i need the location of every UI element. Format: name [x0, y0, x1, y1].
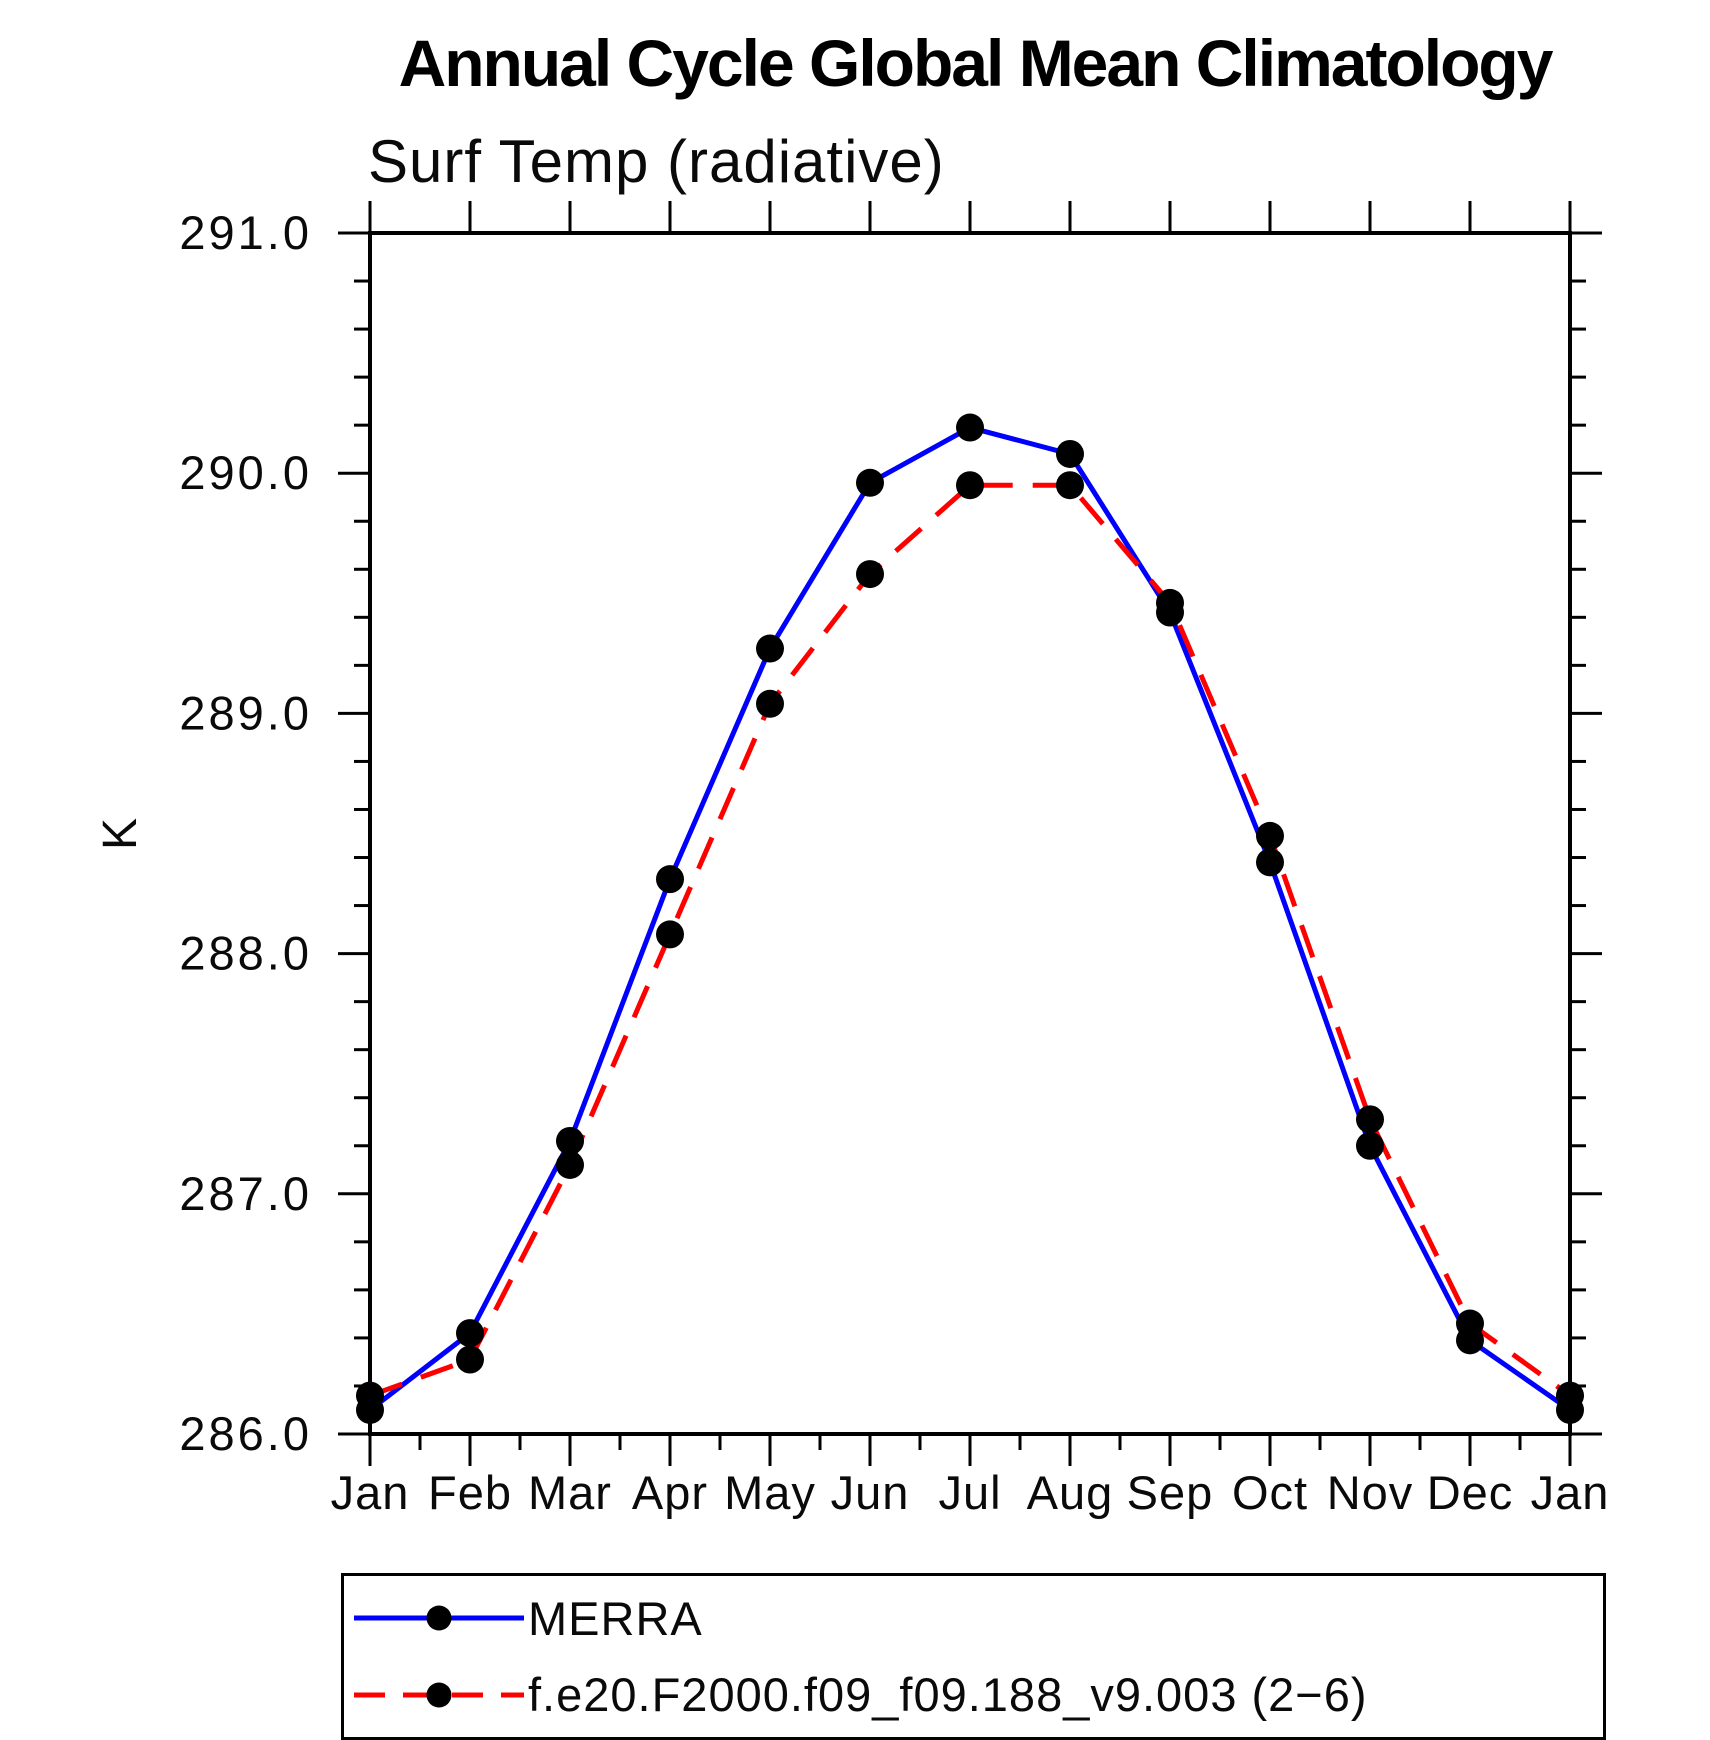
- data-point: [556, 1150, 584, 1179]
- data-point: [1356, 1131, 1384, 1160]
- y-tick-label: 290.0: [179, 446, 312, 499]
- series-line-model: [369, 482, 1572, 1398]
- y-tick-label: 288.0: [179, 927, 312, 980]
- x-tick-label: Mar: [528, 1466, 612, 1519]
- legend-sample-marker: [426, 1605, 452, 1631]
- x-tick-label: May: [724, 1466, 816, 1519]
- x-tick-label: Nov: [1327, 1466, 1414, 1519]
- legend-line-merra: [354, 1605, 524, 1631]
- legend-sample-marker: [426, 1682, 452, 1708]
- data-point: [1056, 471, 1084, 500]
- x-tick-label: Aug: [1027, 1466, 1114, 1519]
- data-point: [556, 1126, 584, 1155]
- legend-item-model: f.e20.F2000.f09_f09.188_v9.003 (2−6): [350, 1663, 1603, 1727]
- legend-box: MERRA f.e20.F2000.f09_f09.188_v9.003 (2−…: [341, 1573, 1606, 1740]
- legend-label-model: f.e20.F2000.f09_f09.188_v9.003 (2−6): [528, 1668, 1368, 1722]
- data-point: [1056, 439, 1084, 468]
- data-point: [356, 1381, 384, 1410]
- y-tick-label: 291.0: [179, 206, 312, 259]
- plot-frame: [368, 231, 1572, 1436]
- x-tick-label: Oct: [1232, 1466, 1308, 1519]
- series-line-merra: [368, 424, 1572, 1413]
- x-tick-label: Feb: [428, 1466, 512, 1519]
- legend-label-merra: MERRA: [528, 1591, 703, 1645]
- data-point: [756, 689, 784, 718]
- y-tick-label: 289.0: [179, 686, 312, 739]
- data-point: [1256, 848, 1284, 877]
- data-point: [856, 560, 884, 589]
- chart-subtitle: Surf Temp (radiative): [368, 128, 945, 195]
- x-tick-label: Sep: [1127, 1466, 1214, 1519]
- x-tick-label: Dec: [1427, 1466, 1514, 1519]
- x-tick-label: Jul: [938, 1466, 1001, 1519]
- data-point: [1256, 821, 1284, 850]
- x-tick-label: Jan: [1531, 1466, 1610, 1519]
- data-point: [1556, 1381, 1584, 1410]
- y-tick-label: 286.0: [179, 1407, 312, 1460]
- data-point: [756, 634, 784, 663]
- data-point: [1356, 1105, 1384, 1134]
- data-point: [1456, 1309, 1484, 1338]
- legend-line-model: [354, 1682, 524, 1708]
- data-point: [956, 471, 984, 500]
- data-point: [956, 413, 984, 442]
- legend-item-merra: MERRA: [350, 1586, 1603, 1650]
- data-point: [656, 920, 684, 949]
- data-point: [656, 865, 684, 894]
- chart-title: Annual Cycle Global Mean Climatology: [398, 26, 1554, 100]
- data-point: [456, 1345, 484, 1374]
- x-tick-label: Apr: [632, 1466, 708, 1519]
- data-point: [856, 468, 884, 497]
- data-point: [456, 1319, 484, 1348]
- y-tick-label: 287.0: [179, 1167, 312, 1220]
- data-point: [1156, 588, 1184, 617]
- x-tick-label: Jun: [831, 1466, 910, 1519]
- x-tick-label: Jan: [331, 1466, 410, 1519]
